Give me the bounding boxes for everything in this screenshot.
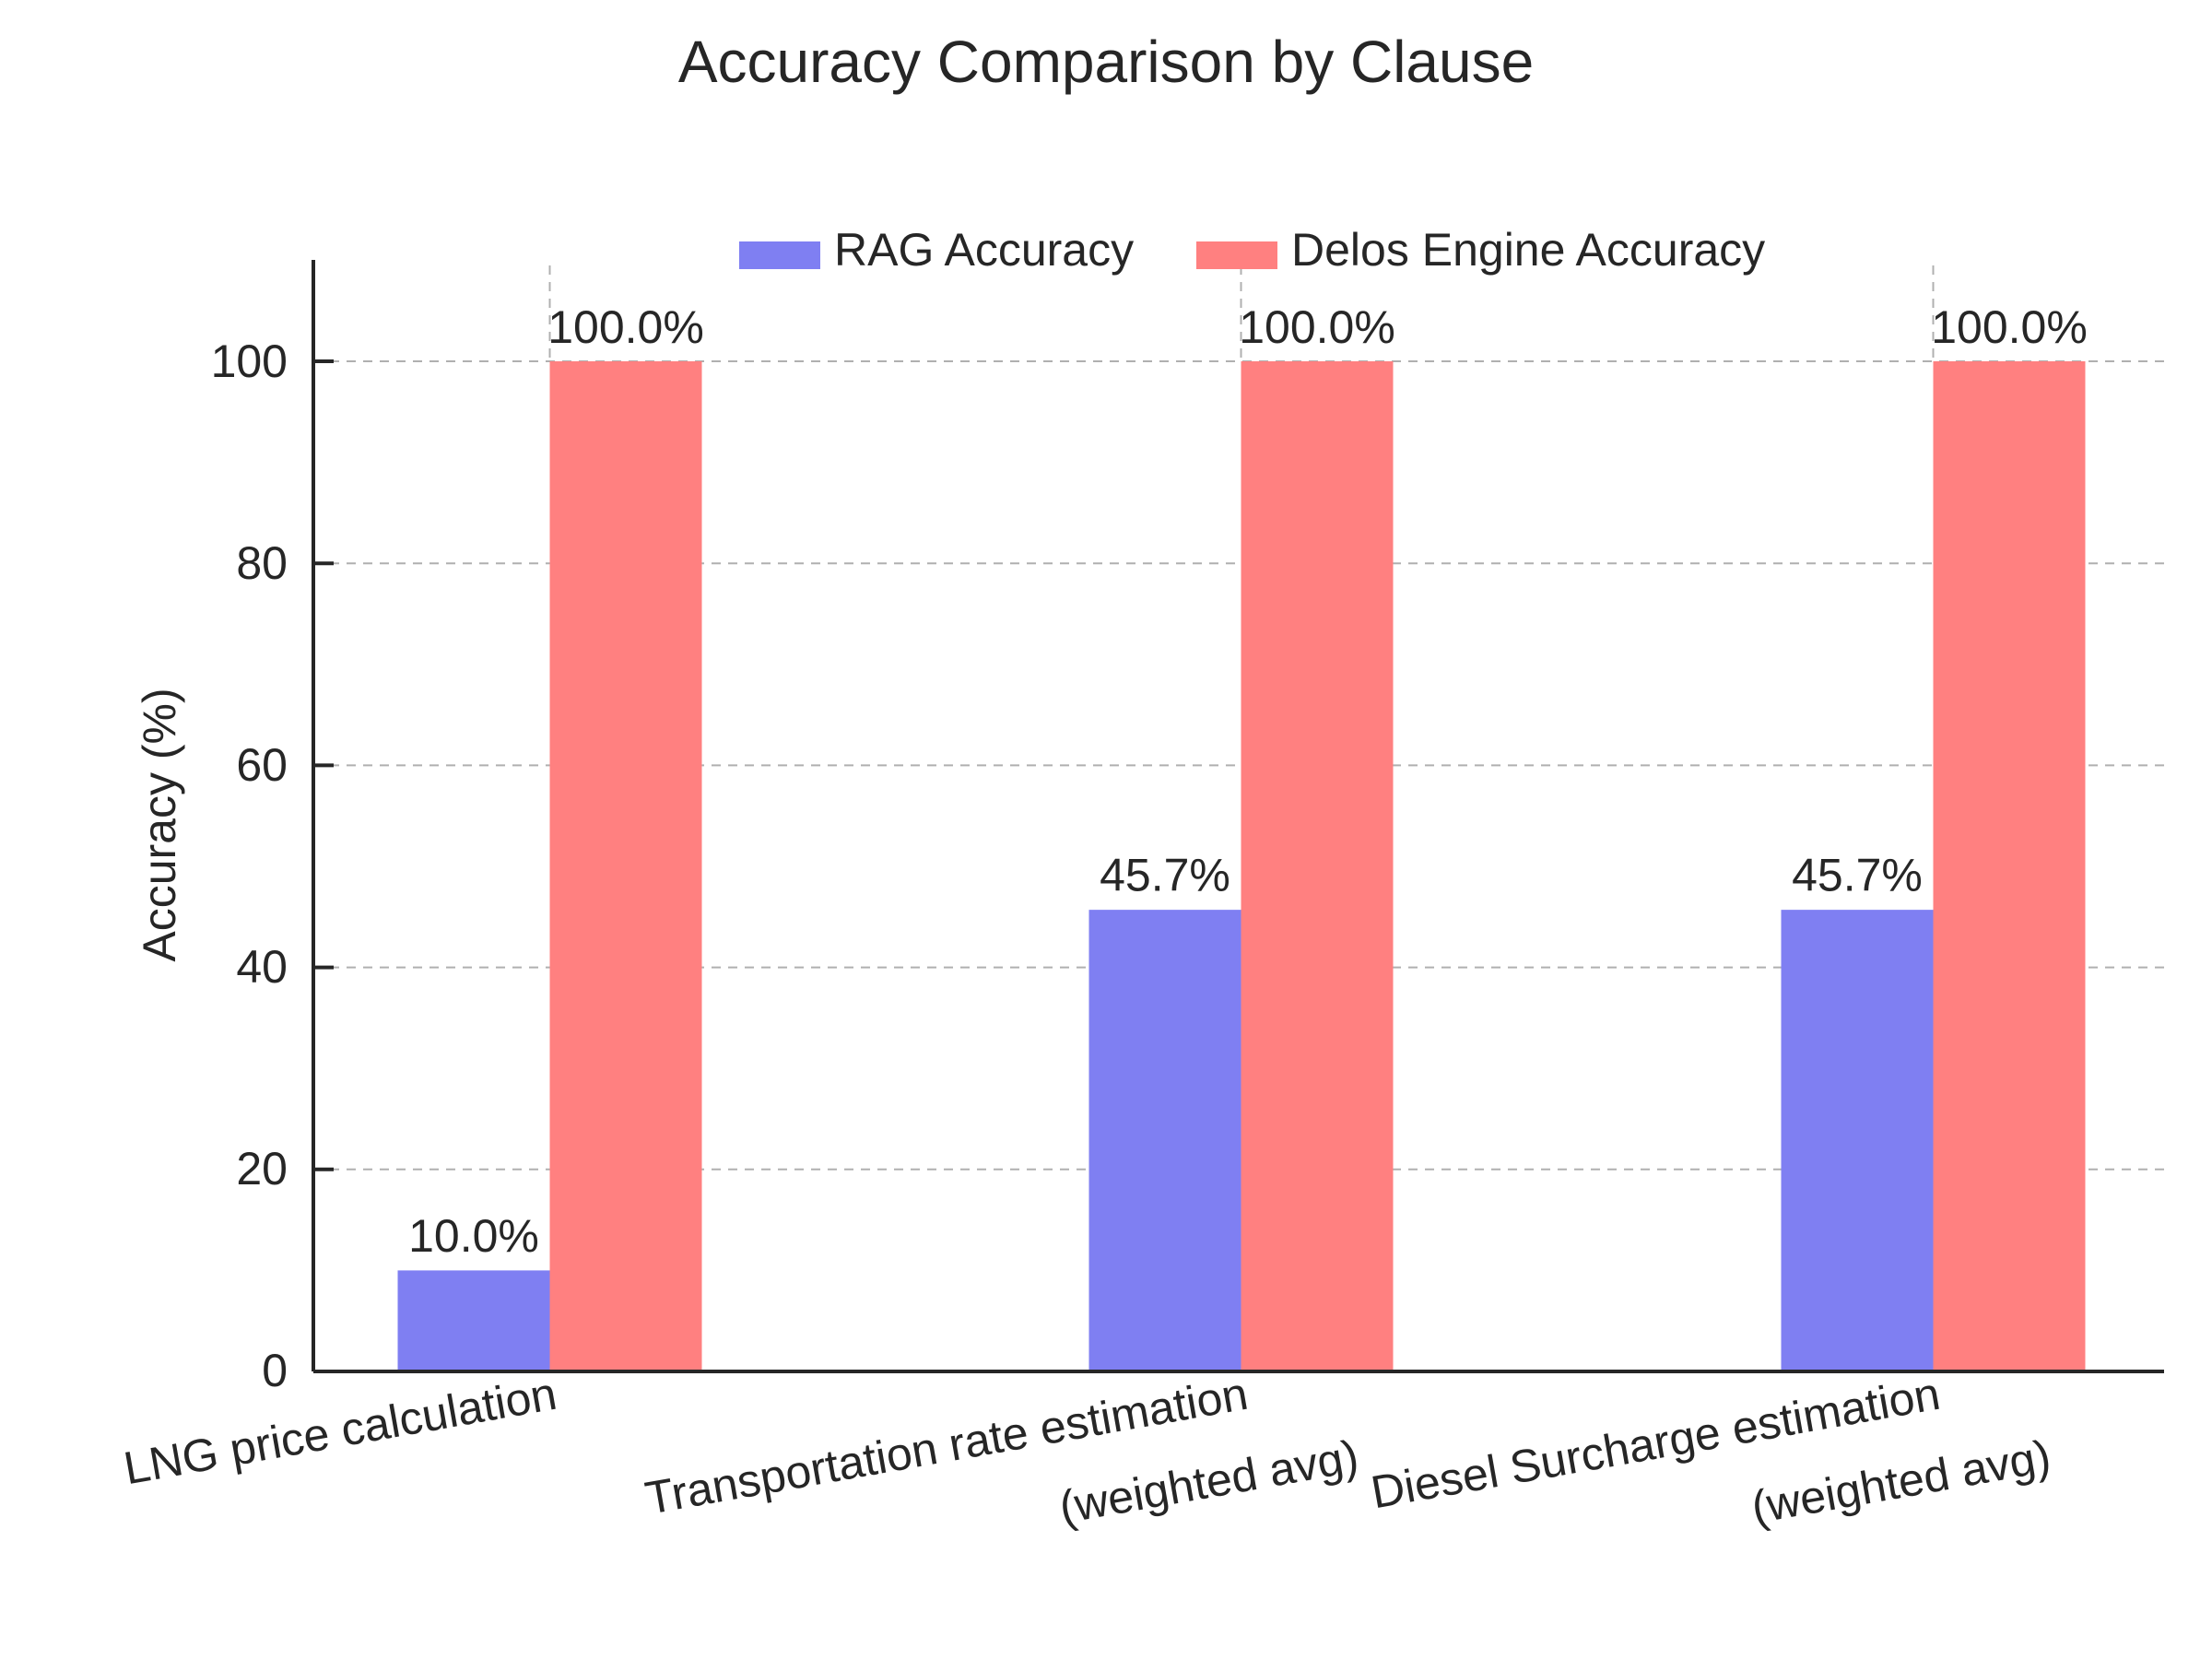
- svg-text:45.7%: 45.7%: [1792, 850, 1923, 901]
- svg-text:80: 80: [236, 537, 288, 589]
- svg-text:40: 40: [236, 941, 288, 993]
- svg-text:LNG price calculation: LNG price calculation: [120, 1368, 560, 1495]
- svg-text:100.0%: 100.0%: [547, 301, 704, 353]
- svg-text:Delos Engine Accuracy: Delos Engine Accuracy: [1291, 224, 1765, 276]
- svg-text:60: 60: [236, 739, 288, 791]
- svg-text:100.0%: 100.0%: [1239, 301, 1395, 353]
- svg-text:Accuracy (%): Accuracy (%): [134, 688, 185, 961]
- svg-text:RAG Accuracy: RAG Accuracy: [834, 224, 1134, 276]
- svg-text:45.7%: 45.7%: [1100, 850, 1230, 901]
- svg-text:0: 0: [262, 1345, 288, 1396]
- svg-text:(weighted avg): (weighted avg): [1747, 1430, 2054, 1534]
- svg-text:20: 20: [236, 1143, 288, 1194]
- svg-text:100: 100: [211, 335, 288, 387]
- svg-text:100.0%: 100.0%: [1931, 301, 2088, 353]
- svg-text:10.0%: 10.0%: [408, 1210, 539, 1262]
- svg-text:(weighted avg): (weighted avg): [1055, 1430, 1362, 1534]
